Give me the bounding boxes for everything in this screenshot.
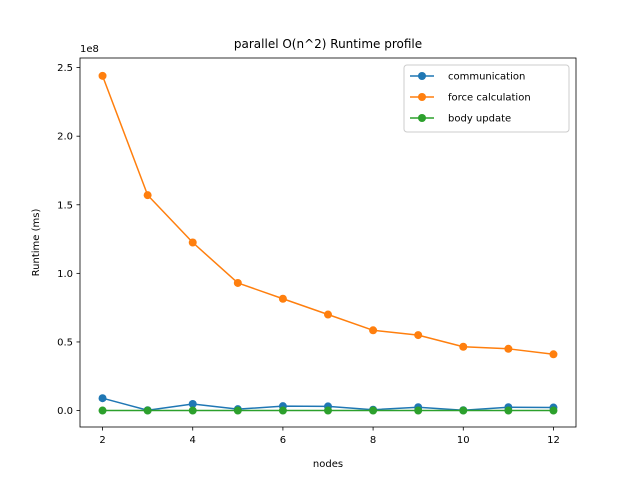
legend-label: force calculation — [448, 93, 531, 104]
data-point-body-update — [459, 406, 468, 415]
data-point-body-update — [143, 406, 152, 415]
legend-label: communication — [448, 72, 525, 83]
series-layer — [98, 71, 558, 415]
data-point-body-update — [98, 406, 107, 415]
y-tick-label: 0.5 — [57, 337, 73, 348]
data-point-body-update — [369, 406, 378, 415]
data-point-force-calculation — [98, 71, 107, 80]
x-tick-label: 4 — [190, 435, 196, 446]
series-force-calculation — [98, 71, 558, 359]
data-point-body-update — [414, 406, 423, 415]
data-point-body-update — [278, 406, 287, 415]
x-tick-label: 10 — [457, 435, 470, 446]
data-point-force-calculation — [549, 350, 558, 359]
data-point-force-calculation — [414, 331, 423, 340]
data-point-force-calculation — [504, 344, 513, 353]
legend-swatch-marker — [418, 72, 426, 80]
y-tick-label: 1.5 — [57, 200, 73, 211]
x-tick-label: 12 — [547, 435, 560, 446]
data-point-communication — [98, 394, 107, 403]
x-axis-ticks: 2 4 6 8 10 12 — [99, 427, 560, 446]
y-axis-label: Runtime (ms) — [31, 209, 42, 277]
data-point-force-calculation — [233, 278, 242, 287]
x-tick-label: 8 — [370, 435, 376, 446]
data-point-force-calculation — [324, 310, 332, 319]
legend-frame — [403, 64, 570, 133]
legend-label: body update — [448, 114, 511, 125]
legend: communication force calculation body updat… — [403, 64, 570, 133]
data-point-force-calculation — [143, 191, 152, 200]
data-point-force-calculation — [369, 326, 378, 335]
y-offset-label: 1e8 — [80, 44, 99, 55]
y-tick-label: 2.0 — [57, 132, 73, 143]
data-point-force-calculation — [459, 342, 468, 351]
x-tick-label: 2 — [99, 435, 105, 446]
legend-swatch-marker — [418, 93, 426, 101]
x-axis-label: nodes — [313, 459, 343, 470]
legend-item-body-update: body update — [410, 114, 511, 125]
data-point-body-update — [233, 406, 242, 415]
y-axis-ticks: 0.0 0.5 1.0 1.5 2.0 2.5 — [57, 63, 80, 417]
data-point-force-calculation — [278, 294, 287, 303]
data-point-communication — [188, 399, 197, 408]
data-point-body-update — [188, 406, 197, 415]
y-tick-label: 2.5 — [57, 63, 73, 74]
data-point-force-calculation — [188, 238, 197, 247]
x-tick-label: 6 — [280, 435, 286, 446]
legend-item-force-calculation: force calculation — [410, 93, 531, 104]
y-tick-label: 0.0 — [57, 406, 73, 417]
plot-area — [79, 57, 577, 428]
data-point-body-update — [324, 406, 332, 415]
data-point-body-update — [504, 406, 513, 415]
legend-item-communication: communication — [410, 72, 525, 83]
legend-swatch-marker — [418, 114, 426, 122]
y-tick-label: 1.0 — [57, 269, 73, 280]
series-body-update — [98, 406, 558, 415]
data-point-body-update — [549, 406, 558, 415]
chart-title: parallel O(n^2) Runtime profile — [234, 37, 422, 51]
legend-entries: communication force calculation body updat… — [410, 72, 531, 125]
